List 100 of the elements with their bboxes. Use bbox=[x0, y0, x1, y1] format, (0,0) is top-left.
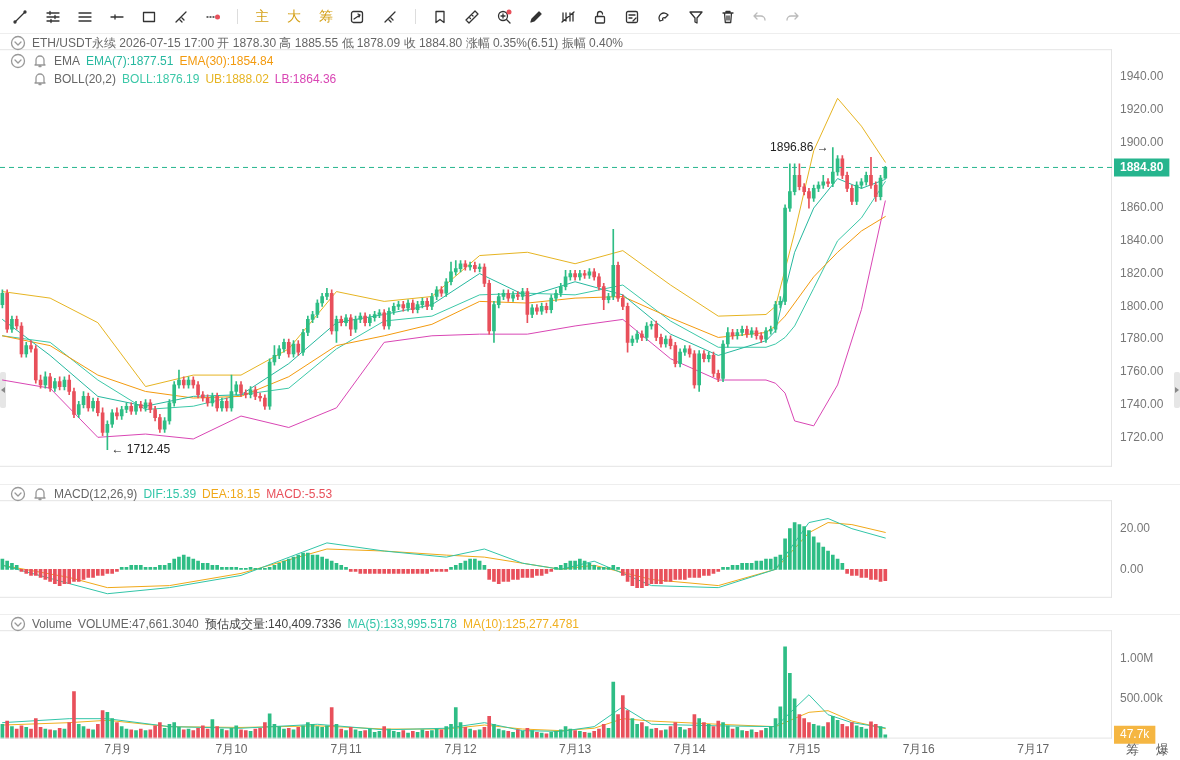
annotation: 预估成交量:140,409.7336 bbox=[204, 615, 342, 633]
bar bbox=[33, 569, 38, 576]
bar bbox=[487, 715, 492, 739]
bar bbox=[706, 569, 711, 576]
bar bbox=[243, 730, 248, 739]
ref-line-label: 1884.80 bbox=[1120, 159, 1164, 174]
bar bbox=[821, 726, 826, 739]
bar bbox=[19, 569, 24, 572]
bar bbox=[296, 727, 301, 739]
bar bbox=[215, 726, 219, 739]
bar bbox=[702, 722, 706, 739]
x-tick-label: 7月15 bbox=[788, 742, 821, 757]
bar bbox=[33, 718, 38, 739]
bar bbox=[697, 718, 702, 739]
bar bbox=[138, 564, 143, 570]
bar bbox=[463, 727, 468, 739]
bar bbox=[344, 730, 348, 739]
bar bbox=[473, 730, 477, 739]
text: 筹 bbox=[1126, 741, 1139, 759]
bar bbox=[191, 730, 196, 739]
bar bbox=[644, 569, 649, 586]
x-tick-label: 7月11 bbox=[330, 742, 362, 757]
bar bbox=[53, 730, 57, 739]
bar bbox=[530, 730, 534, 739]
bar bbox=[234, 566, 239, 570]
bar bbox=[706, 723, 711, 739]
text: MA(10):125,277.4781 bbox=[462, 617, 580, 631]
bar bbox=[558, 564, 563, 570]
bar bbox=[382, 569, 387, 574]
bar bbox=[119, 726, 124, 739]
bar bbox=[873, 723, 878, 739]
bar bbox=[453, 564, 458, 570]
bar bbox=[277, 562, 282, 570]
bar bbox=[663, 569, 668, 582]
bar bbox=[363, 730, 367, 739]
bar bbox=[573, 730, 577, 739]
y-tick-label: 0.00 bbox=[1120, 561, 1144, 576]
bar bbox=[606, 566, 611, 570]
bar bbox=[759, 560, 764, 570]
bar bbox=[673, 569, 678, 580]
y-tick-label: 1720.00 bbox=[1120, 429, 1164, 444]
text: EMA(30):1854.84 bbox=[179, 54, 274, 68]
bar bbox=[620, 695, 625, 739]
y-tick-label: 1800.00 bbox=[1120, 298, 1164, 313]
text: 大 bbox=[287, 8, 301, 24]
bar bbox=[224, 730, 229, 739]
bar bbox=[191, 558, 196, 570]
annotation: VOLUME:47,661.3040 bbox=[78, 617, 199, 631]
bar bbox=[410, 569, 415, 574]
bar bbox=[5, 720, 9, 739]
y-tick-label: 1900.00 bbox=[1120, 134, 1164, 149]
bar bbox=[24, 569, 29, 574]
bar bbox=[740, 730, 744, 739]
annotation: 1896.86 → bbox=[770, 140, 829, 154]
bar bbox=[725, 566, 730, 570]
y-tick-label: 20.00 bbox=[1120, 520, 1151, 535]
bar bbox=[67, 569, 72, 584]
x-tick-label: 7月17 bbox=[1017, 742, 1050, 757]
chart-title: Volume bbox=[32, 617, 73, 631]
text: DEA:18.15 bbox=[202, 487, 261, 501]
bar bbox=[854, 569, 859, 576]
bar bbox=[883, 569, 888, 581]
annotation: EMA bbox=[54, 54, 81, 68]
bar bbox=[654, 569, 659, 584]
bar bbox=[224, 566, 229, 570]
y-tick-label: 1760.00 bbox=[1120, 364, 1164, 379]
bar bbox=[348, 727, 353, 739]
y-tick-label: 1840.00 bbox=[1120, 233, 1164, 248]
bar bbox=[248, 566, 253, 570]
bar bbox=[463, 560, 468, 570]
bar bbox=[444, 569, 449, 572]
text: 47.7k bbox=[1120, 727, 1151, 742]
bar bbox=[549, 569, 554, 572]
text: UB:1888.02 bbox=[205, 72, 269, 86]
text: LB:1864.36 bbox=[274, 72, 337, 86]
bar bbox=[716, 569, 721, 572]
y-tick-label: 500.00k bbox=[1120, 691, 1164, 706]
bar bbox=[401, 569, 406, 574]
bar bbox=[134, 730, 138, 739]
bar bbox=[821, 546, 826, 570]
bar bbox=[172, 558, 177, 570]
bar bbox=[143, 566, 148, 570]
bar bbox=[391, 569, 396, 574]
annotation: BOLL(20,2) bbox=[54, 72, 117, 86]
bar bbox=[10, 726, 14, 739]
bar bbox=[14, 564, 19, 570]
bar bbox=[286, 558, 291, 570]
chart-title: ETH/USDT永续 2026-07-15 17:00 开 1878.30 高 1885.55 低 1878.09 收 1884.80 涨幅 0.35%(6.51) 振幅 0.40% bbox=[32, 34, 623, 52]
bar bbox=[854, 725, 859, 739]
x-tick-label: 7月12 bbox=[444, 742, 477, 757]
text: MACD:-5.53 bbox=[266, 487, 333, 501]
bar bbox=[229, 566, 234, 570]
bar bbox=[382, 726, 387, 739]
bar bbox=[277, 726, 282, 739]
bar bbox=[129, 564, 134, 570]
bar bbox=[172, 722, 177, 739]
bar bbox=[611, 681, 616, 739]
text: DIF:15.39 bbox=[143, 487, 197, 501]
bar bbox=[86, 569, 91, 578]
text: 筹 bbox=[319, 8, 333, 24]
